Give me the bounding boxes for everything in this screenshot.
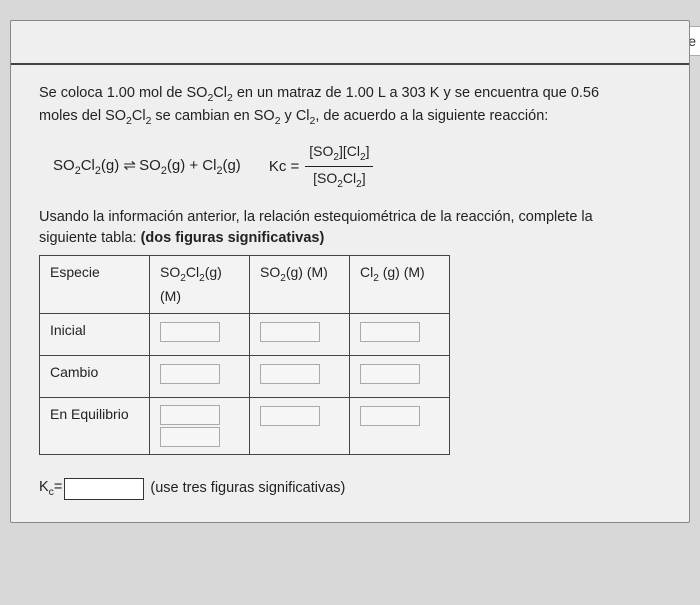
kc-answer-line: Kc= (use tres figuras significativas) [39, 477, 661, 500]
answer-input[interactable] [360, 406, 420, 426]
table-row: Cambio [40, 355, 450, 397]
text: , de acuerdo a la siguiente reacción: [315, 108, 548, 124]
kc-expression: Kc = [SO2][Cl2] [SO2Cl2] [269, 141, 374, 193]
text: SO [139, 157, 161, 174]
text: y Cl [281, 108, 310, 124]
col-especie: Especie [40, 255, 150, 313]
answer-input[interactable] [260, 364, 320, 384]
answer-input[interactable] [160, 427, 220, 447]
answer-input[interactable] [260, 322, 320, 342]
text: SO [53, 157, 75, 174]
question-content: Se coloca 1.00 mol de SO2Cl2 en un matra… [11, 65, 689, 522]
table-header-row: Especie SO2Cl2(g)(M) SO2(g) (M) Cl2 (g) … [40, 255, 450, 313]
row-equilibrio: En Equilibrio [40, 398, 150, 455]
answer-input[interactable] [260, 406, 320, 426]
denominator: [SO2Cl2] [309, 167, 369, 192]
text: (g) + Cl [167, 157, 217, 174]
kc-note: (use tres figuras significativas) [150, 478, 345, 499]
table-row: Inicial [40, 313, 450, 355]
text: Cl [81, 157, 95, 174]
problem-text: Se coloca 1.00 mol de SO2Cl2 en un matra… [39, 83, 661, 129]
row-cambio: Cambio [40, 355, 150, 397]
text: (g) [101, 157, 119, 174]
question-panel: Se coloca 1.00 mol de SO2Cl2 en un matra… [10, 20, 690, 523]
answer-input[interactable] [360, 364, 420, 384]
col-so2cl2: SO2Cl2(g)(M) [150, 255, 250, 313]
fraction: [SO2][Cl2] [SO2Cl2] [305, 141, 373, 193]
answer-input[interactable] [160, 322, 220, 342]
kc-input[interactable] [64, 478, 144, 500]
text: Se coloca 1.00 mol de SO [39, 85, 207, 101]
ice-table: Especie SO2Cl2(g)(M) SO2(g) (M) Cl2 (g) … [39, 255, 450, 455]
text: se cambian en SO [151, 108, 274, 124]
instruction-text: Usando la información anterior, la relac… [39, 207, 661, 249]
answer-input[interactable] [160, 364, 220, 384]
text: Cl [132, 108, 146, 124]
text-bold: (dos figuras significativas) [141, 230, 325, 246]
kc-symbol: Kc= [39, 477, 62, 500]
reaction: SO2Cl2(g) ⇌ SO2(g) + Cl2(g) [53, 155, 241, 180]
table-row: En Equilibrio [40, 398, 450, 455]
row-inicial: Inicial [40, 313, 150, 355]
text: Usando la información anterior, la relac… [39, 209, 593, 225]
answer-input[interactable] [360, 322, 420, 342]
equation-line: SO2Cl2(g) ⇌ SO2(g) + Cl2(g) Kc = [SO2][C… [53, 141, 661, 193]
text: siguiente tabla: [39, 230, 141, 246]
equilibrium-arrow: ⇌ [123, 157, 135, 174]
text: (g) [222, 157, 240, 174]
text: Cl [213, 85, 227, 101]
kc-label: Kc = [269, 156, 299, 178]
answer-input[interactable] [160, 405, 220, 425]
numerator: [SO2][Cl2] [305, 141, 373, 167]
col-so2: SO2(g) (M) [250, 255, 350, 313]
text: moles del SO [39, 108, 126, 124]
text: en un matraz de 1.00 L a 303 K y se encu… [233, 85, 599, 101]
col-cl2: Cl2 (g) (M) [350, 255, 450, 313]
